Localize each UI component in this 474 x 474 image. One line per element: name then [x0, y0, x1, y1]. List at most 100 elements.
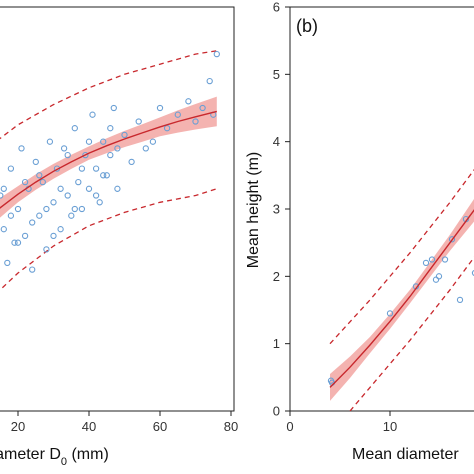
data-point: [21, 232, 29, 240]
data-point: [78, 205, 86, 213]
data-point: [103, 172, 110, 179]
data-point: [185, 98, 192, 105]
panel-b-label: (b): [296, 16, 318, 36]
data-point: [110, 104, 117, 112]
data-point: [57, 185, 64, 192]
data-point: [386, 310, 394, 317]
data-point: [142, 145, 149, 152]
panel-a-plot-frame: [0, 6, 235, 412]
data-point: [428, 256, 436, 263]
lower-prediction-bound: [349, 256, 474, 411]
data-point: [82, 151, 89, 159]
panel-1-plot-area: [327, 168, 474, 411]
y-tick-label: 2: [273, 269, 280, 284]
data-point: [107, 125, 114, 132]
data-point: [85, 185, 93, 192]
x-tick-label: 10: [383, 419, 397, 434]
data-point: [114, 185, 121, 192]
data-point: [14, 205, 22, 213]
y-tick-label: 1: [273, 336, 280, 351]
data-point: [471, 270, 474, 276]
panel-a: 20 40 60 80 Diameter D0 (mm): [0, 6, 238, 468]
data-point: [89, 111, 96, 118]
panel-b-y-axis-label: Mean height (m): [245, 152, 262, 269]
data-point: [32, 158, 39, 166]
data-point: [60, 145, 68, 152]
data-point: [43, 205, 50, 213]
y-tick-label: 3: [273, 202, 280, 217]
data-point: [57, 226, 64, 233]
data-point: [156, 104, 164, 112]
data-point: [68, 212, 75, 219]
data-point: [192, 118, 199, 125]
data-point: [0, 192, 4, 199]
panel-a-data-layers: [0, 50, 220, 291]
data-point: [0, 185, 7, 192]
data-point: [135, 118, 142, 125]
data-point: [71, 205, 78, 213]
y-tick-label: 6: [273, 0, 280, 15]
y-tick-label: 4: [273, 134, 280, 149]
data-point: [92, 165, 100, 172]
y-tick-label: 5: [273, 67, 280, 82]
y-tick-label: 0: [273, 404, 280, 419]
panel-a-x-ticks: 20 40 60 80: [11, 411, 238, 434]
panel-b-data-layers: [327, 168, 474, 411]
data-point: [11, 239, 18, 246]
data-point: [128, 158, 135, 166]
data-point: [18, 145, 25, 152]
data-point: [4, 259, 11, 267]
data-point: [0, 226, 7, 233]
data-point: [29, 266, 36, 273]
upper-prediction-bound: [329, 168, 474, 345]
data-point: [114, 145, 121, 152]
data-point: [43, 246, 50, 253]
data-point: [149, 138, 157, 145]
data-point: [46, 138, 54, 145]
data-point: [92, 192, 100, 199]
data-point: [121, 131, 128, 139]
data-point: [174, 111, 181, 118]
panel-0-plot-area: [0, 50, 220, 291]
data-point: [213, 50, 220, 58]
data-point: [206, 77, 213, 85]
x-tick-label: 20: [11, 419, 25, 434]
x-tick-label: 40: [82, 419, 96, 434]
data-point: [71, 125, 78, 132]
panel-b-axis-ticks: 0 10 0 1 2 3 4 5 6: [273, 0, 397, 434]
panel-a-x-axis-label: Diameter D0 (mm): [0, 446, 109, 468]
data-point: [100, 172, 107, 179]
data-point: [100, 138, 107, 145]
x-tick-label: 60: [153, 419, 167, 434]
data-point: [29, 219, 36, 226]
x-tick-label: 80: [224, 419, 238, 434]
data-point: [36, 172, 43, 179]
data-point: [64, 192, 71, 199]
panel-b: 0 10 0 1 2 3 4 5 6 (b) Mean height (m) Mean diam…: [245, 0, 474, 463]
confidence-band: [330, 199, 474, 401]
data-point: [36, 212, 43, 219]
data-point: [435, 273, 443, 280]
data-point: [7, 165, 15, 172]
lower-prediction-bound: [0, 188, 217, 291]
data-point: [50, 199, 57, 206]
fitted-curve: [0, 110, 217, 209]
data-point: [422, 259, 430, 267]
data-point: [39, 178, 46, 186]
data-point: [75, 178, 82, 186]
data-point: [14, 239, 22, 246]
data-point: [163, 125, 171, 132]
data-point: [64, 151, 71, 159]
data-point: [78, 165, 86, 172]
data-point: [448, 236, 456, 243]
data-point: [456, 296, 464, 304]
panel-b-plot-frame: [289, 6, 474, 412]
confidence-band: [0, 96, 217, 218]
x-tick-label: 0: [286, 419, 293, 434]
data-point: [96, 199, 103, 206]
data-point: [85, 138, 93, 145]
data-point: [50, 232, 57, 240]
data-point: [107, 151, 114, 159]
data-point: [432, 276, 440, 283]
data-point: [199, 104, 206, 112]
